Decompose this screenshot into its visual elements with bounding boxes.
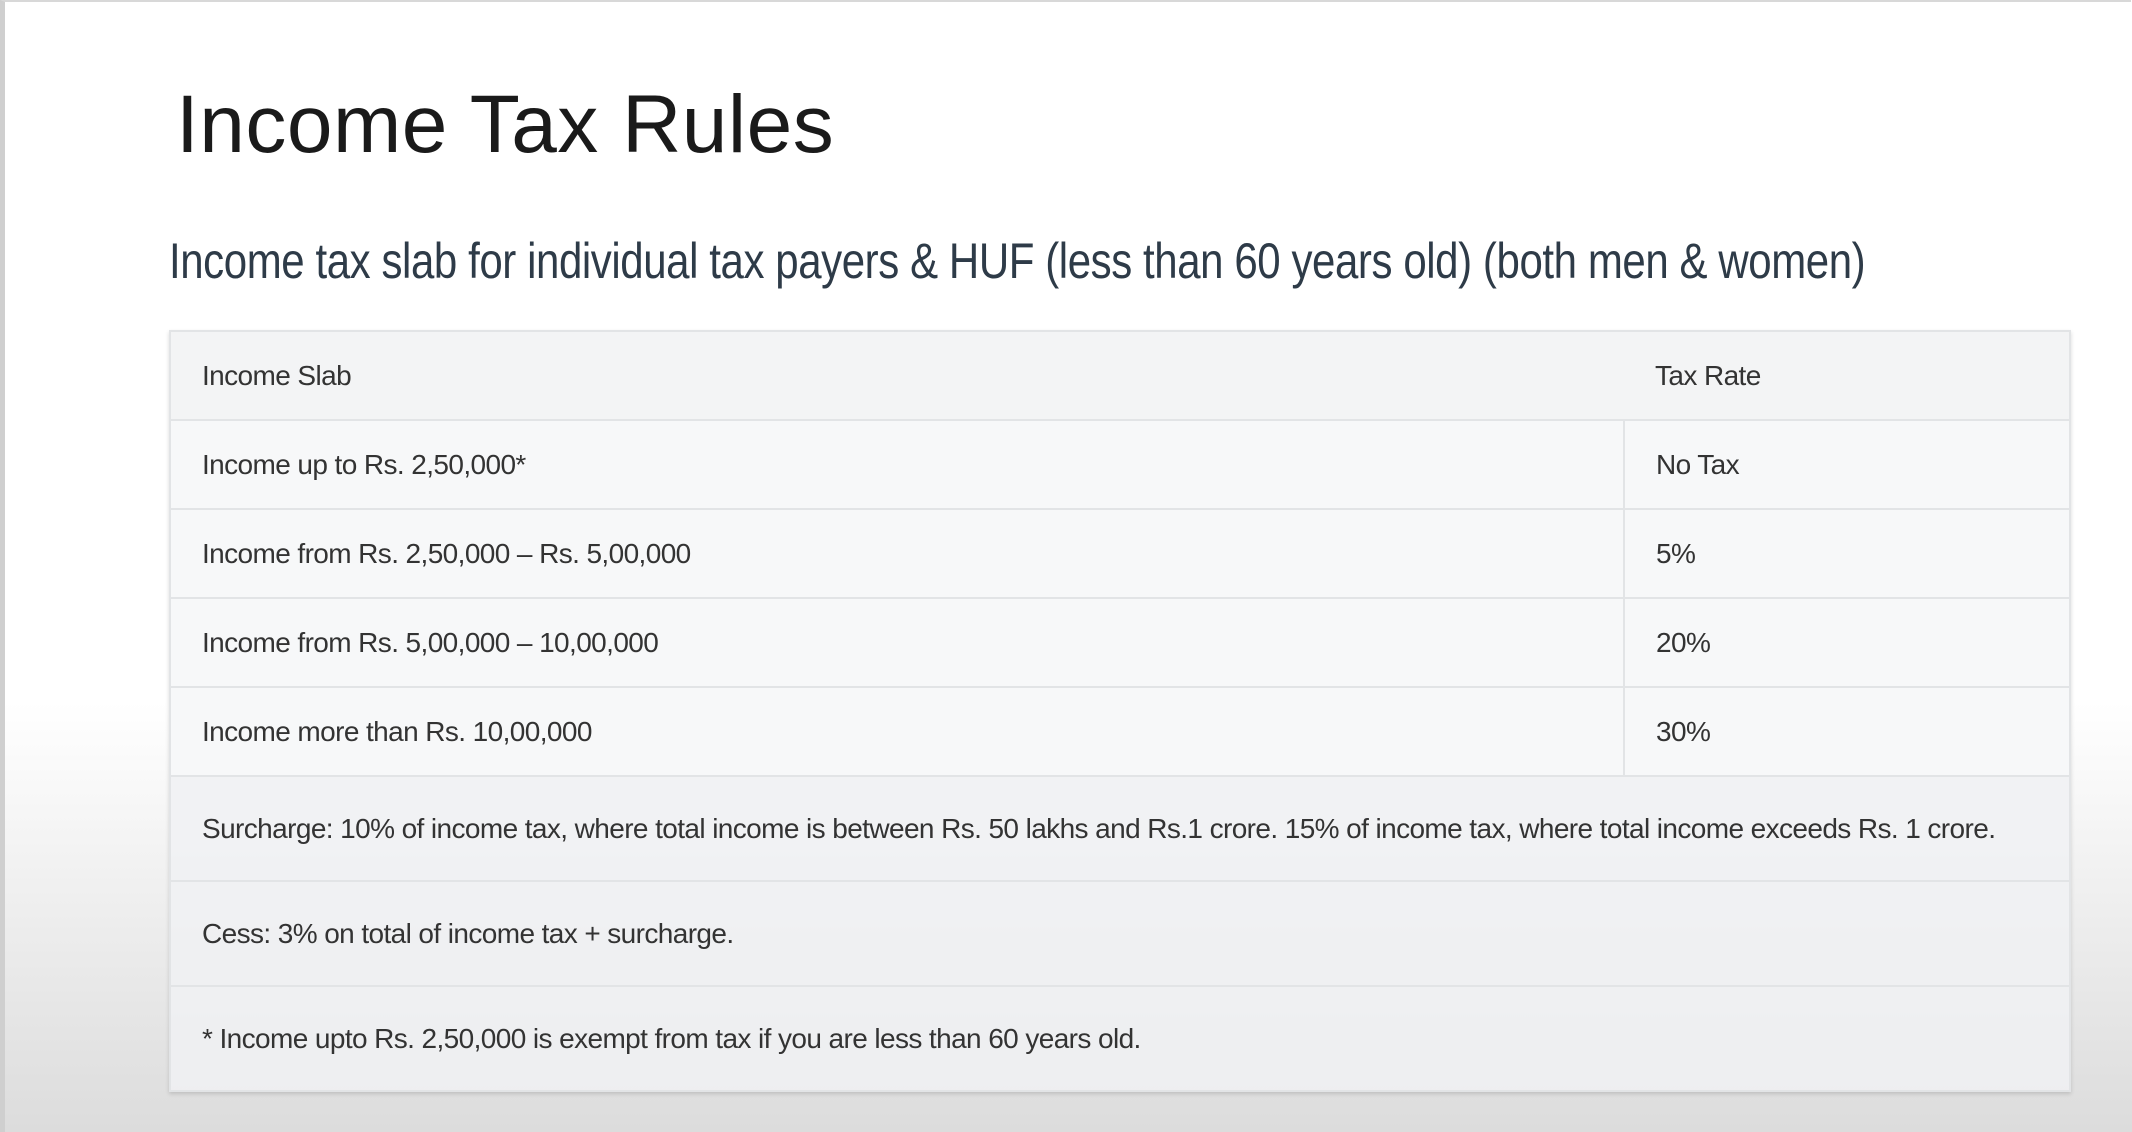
tax-rate: 20% — [1623, 597, 2070, 687]
income-slab: Income more than Rs. 10,00,000 — [170, 686, 1624, 776]
column-header: Income Slab — [170, 330, 1624, 420]
page-subtitle: Income tax slab for individual tax payer… — [169, 233, 1866, 289]
table-body: Income up to Rs. 2,50,000* No Tax Income f… — [170, 419, 2070, 1091]
table-row: Income from Rs. 2,50,000 – Rs. 5,00,000 5… — [170, 508, 2070, 598]
tax-rate: 30% — [1623, 686, 2070, 776]
table-head: Income Slab Tax Rate — [170, 330, 2070, 420]
table-row: Income from Rs. 5,00,000 – 10,00,000 20% — [170, 597, 2070, 687]
page-title: Income Tax Rules — [176, 79, 835, 170]
tax-rate: No Tax — [1623, 419, 2070, 509]
table-row: Income more than Rs. 10,00,000 30% — [170, 686, 2070, 776]
income-slab: Income up to Rs. 2,50,000* — [170, 419, 1624, 509]
table-row: Income up to Rs. 2,50,000* No Tax — [170, 419, 2070, 509]
note-row: Cess: 3% on total of income tax + surcha… — [170, 880, 2070, 986]
header-row: Income Slab Tax Rate — [170, 330, 2070, 420]
note-row: Surcharge: 10% of income tax, where tota… — [170, 775, 2070, 881]
income-slab: Income from Rs. 5,00,000 – 10,00,000 — [170, 597, 1624, 687]
note: Cess: 3% on total of income tax + surcha… — [170, 880, 2070, 986]
tax-rate: 5% — [1623, 508, 2070, 598]
tax-table: Income Slab Tax Rate Income up to Rs. 2,… — [169, 330, 2071, 1092]
note-row: * Income upto Rs. 2,50,000 is exempt fro… — [170, 985, 2070, 1091]
note: * Income upto Rs. 2,50,000 is exempt fro… — [170, 985, 2070, 1091]
note: Surcharge: 10% of income tax, where tota… — [170, 775, 2070, 881]
income-slab: Income from Rs. 2,50,000 – Rs. 5,00,000 — [170, 508, 1624, 598]
column-header: Tax Rate — [1624, 330, 2070, 420]
